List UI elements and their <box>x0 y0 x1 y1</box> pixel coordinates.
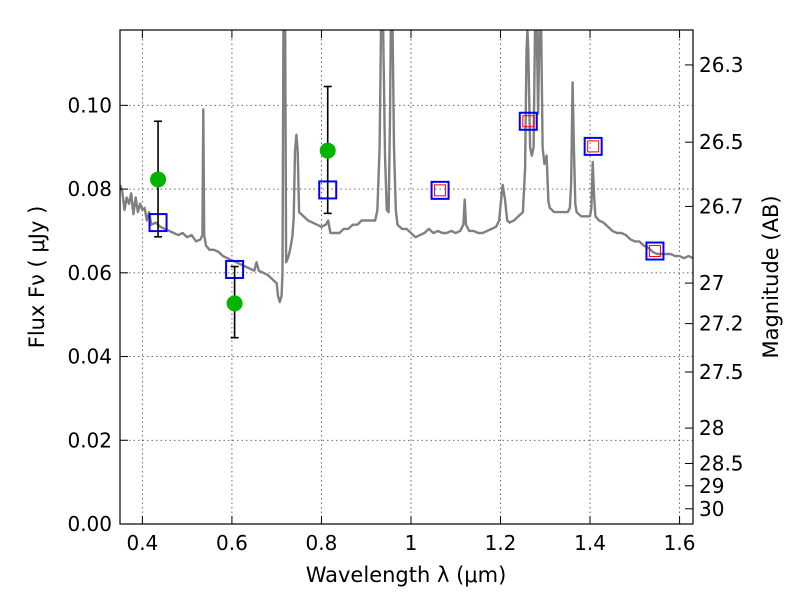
plot-frame <box>119 29 694 525</box>
y2-tick-label: 29 <box>699 474 724 498</box>
x-tick-label: 1 <box>405 531 418 555</box>
y2-tick-label: 28.5 <box>699 451 744 475</box>
y-tick-label: 0.06 <box>67 261 112 285</box>
y-tick-label: 0.04 <box>67 345 112 369</box>
axes: 0.4 0.6 0.8 1 1.2 1.4 1.6 0.00 0.02 0.04 0.06 0.08 0… <box>67 30 744 555</box>
y-tick-label: 0.00 <box>67 512 112 536</box>
y2-tick-label: 26.3 <box>699 53 744 77</box>
y2-tick-label: 30 <box>699 497 724 521</box>
x-tick-label: 0.8 <box>306 531 338 555</box>
observed-photometry-marker <box>648 245 661 258</box>
x-tick-label: 1.4 <box>574 531 606 555</box>
observed-flux-point <box>226 295 243 312</box>
model-photometry-marker <box>518 111 538 131</box>
y2-tick-label: 27.5 <box>699 360 744 384</box>
y-tick-label: 0.10 <box>67 93 112 117</box>
y-tick-label: 0.02 <box>67 428 112 452</box>
observed-photometry-marker <box>587 140 600 153</box>
model-photometry-marker <box>430 180 450 200</box>
y-axis-label: Flux Fν ( μJy ) <box>25 206 49 349</box>
observed-photometry-marker <box>434 184 447 197</box>
y2-tick-label: 26.7 <box>699 194 744 218</box>
observed-flux-point <box>150 171 167 188</box>
y2-axis-label: Magnitude (AB) <box>759 195 783 358</box>
model-photometry-marker <box>583 136 603 156</box>
model-photometry-marker <box>645 241 665 261</box>
observed-flux-point <box>319 142 336 159</box>
x-tick-label: 0.6 <box>216 531 248 555</box>
y2-tick-label: 26.5 <box>699 130 744 154</box>
x-axis-label: Wavelength λ (μm) <box>306 563 507 587</box>
x-tick-label: 0.4 <box>126 531 158 555</box>
observed-photometry-marker <box>522 115 535 128</box>
y2-tick-label: 28 <box>699 416 724 440</box>
y-tick-label: 0.08 <box>67 177 112 201</box>
y2-tick-label: 27.2 <box>699 312 744 336</box>
y2-tick-label: 27 <box>699 271 724 295</box>
error-bars <box>150 85 336 339</box>
x-tick-label: 1.2 <box>485 531 517 555</box>
sed-line <box>120 30 693 304</box>
x-tick-label: 1.6 <box>664 531 696 555</box>
